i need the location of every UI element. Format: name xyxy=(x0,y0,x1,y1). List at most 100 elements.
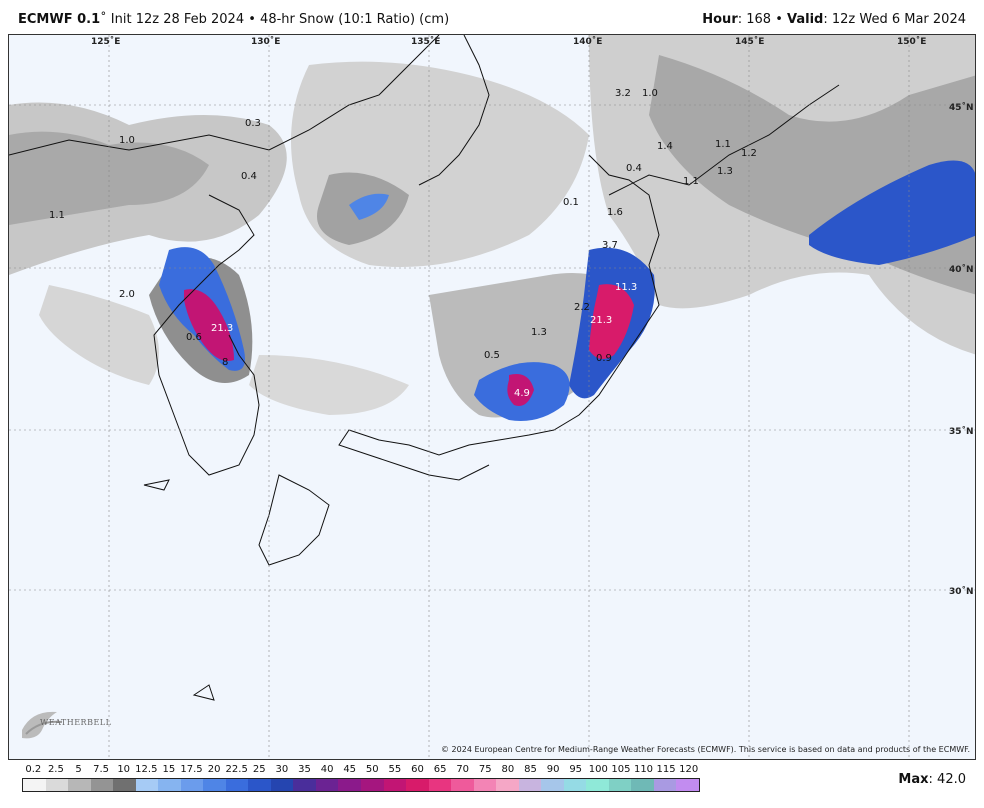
lon-label: 125˚E xyxy=(91,36,120,47)
value-label: 0.1 xyxy=(563,197,579,208)
legend-tick-label: 55 xyxy=(388,764,402,775)
legend-swatch xyxy=(113,779,136,791)
legend-swatch xyxy=(180,779,204,791)
max-value: Max: 42.0 xyxy=(898,772,966,787)
value-label: 0.5 xyxy=(484,350,500,361)
legend-tick-label: 85 xyxy=(524,764,537,775)
snow-map[interactable]: 125˚E 130˚E 135˚E 140˚E 145˚E 150˚E 45˚N… xyxy=(8,34,976,760)
legend-tick-label: 100 xyxy=(588,764,608,775)
legend-swatch xyxy=(23,779,46,791)
logo-swirl-icon xyxy=(22,711,63,739)
legend-swatch xyxy=(68,779,91,791)
value-label: 0.4 xyxy=(626,163,642,174)
legend-tick-label: 35 xyxy=(298,764,311,775)
legend-tick-label: 5 xyxy=(75,764,82,775)
legend-swatch xyxy=(45,779,69,791)
legend-tick-label: 25 xyxy=(252,764,266,775)
value-label: 8 xyxy=(222,357,228,368)
legend-swatch xyxy=(473,779,497,791)
legend-swatch xyxy=(541,779,564,791)
legend-tick-label: 50 xyxy=(365,764,379,775)
legend-swatch xyxy=(383,779,407,791)
max-label-text: Max xyxy=(898,772,929,787)
value-label: 0.6 xyxy=(186,332,202,343)
legend-swatch xyxy=(135,779,159,791)
legend-labels: 0.2 2.5 5 7.5 10 12.5 15 17.5 20 22.5 25 30 35 40 45 50… xyxy=(22,764,700,778)
legend-colorbar xyxy=(22,778,700,792)
legend-tick-label: 65 xyxy=(433,764,447,775)
legend-swatch xyxy=(451,779,474,791)
legend-tick-label: 22.5 xyxy=(225,764,248,775)
lon-label: 140˚E xyxy=(573,36,602,47)
coastlines xyxy=(9,35,840,701)
snow-heavy-fields xyxy=(159,160,975,421)
legend-swatch xyxy=(360,779,384,791)
legend-tick-label: 75 xyxy=(478,764,492,775)
value-label: 1.6 xyxy=(607,207,623,218)
lat-label: 40˚N xyxy=(949,264,974,275)
legend-swatch xyxy=(248,779,271,791)
legend-tick-label: 30 xyxy=(275,764,289,775)
product-name: 48-hr Snow (10:1 Ratio) (cm) xyxy=(260,12,450,27)
legend-tick-label: 90 xyxy=(546,764,560,775)
value-label: 21.3 xyxy=(590,315,612,326)
value-label: 4.9 xyxy=(514,388,530,399)
legend-swatch xyxy=(586,779,609,791)
value-label: 1.0 xyxy=(642,88,658,99)
legend-tick-label: 110 xyxy=(633,764,654,775)
legend-swatch xyxy=(90,779,114,791)
legend-tick-label: 17.5 xyxy=(180,764,203,775)
value-label: 11.3 xyxy=(615,282,637,293)
legend-swatch xyxy=(608,779,632,791)
init-time: Init 12z 28 Feb 2024 xyxy=(110,12,245,27)
legend-swatch xyxy=(496,779,519,791)
legend-swatch xyxy=(338,779,361,791)
legend-swatch xyxy=(270,779,294,791)
valid-label: Valid xyxy=(787,12,824,27)
lat-label: 30˚N xyxy=(949,586,974,597)
legend-tick-label: 40 xyxy=(320,764,334,775)
value-label: 1.1 xyxy=(715,139,731,150)
valid-value: 12z Wed 6 Mar 2024 xyxy=(831,12,966,27)
max-value-text: 42.0 xyxy=(937,772,966,787)
header: ECMWF 0.1˚ Init 12z 28 Feb 2024 • 48-hr … xyxy=(0,0,984,34)
logo-text: WEATHERBELL xyxy=(40,718,112,727)
value-label: 0.3 xyxy=(245,118,261,129)
legend-tick-label: 0.2 xyxy=(25,764,42,775)
legend-swatch xyxy=(406,779,429,791)
legend-swatch xyxy=(563,779,587,791)
value-label: 2.0 xyxy=(119,289,135,300)
legend-swatch xyxy=(225,779,249,791)
value-label: 1.4 xyxy=(657,141,673,152)
lon-label: 145˚E xyxy=(735,36,764,47)
legend-tick-label: 115 xyxy=(656,764,676,775)
value-label: 1.2 xyxy=(741,148,757,159)
legend-tick-label: 60 xyxy=(411,764,424,775)
legend-swatch xyxy=(676,779,699,791)
copyright: © 2024 European Centre for Medium-Range … xyxy=(441,745,970,754)
legend-tick-label: 2.5 xyxy=(47,764,64,775)
lon-label: 130˚E xyxy=(251,36,280,47)
legend-swatch xyxy=(203,779,226,791)
graticule xyxy=(9,35,975,759)
legend-swatch xyxy=(315,779,339,791)
value-label: 1.3 xyxy=(531,327,547,338)
lat-label: 35˚N xyxy=(949,426,974,437)
hour-label: Hour xyxy=(702,12,738,27)
lon-label: 135˚E xyxy=(411,36,440,47)
map-canvas: 125˚E 130˚E 135˚E 140˚E 145˚E 150˚E 45˚N… xyxy=(9,35,975,759)
legend-tick-label: 10 xyxy=(117,764,131,775)
hour-value: 168 xyxy=(746,12,772,27)
map-title: ECMWF 0.1˚ Init 12z 28 Feb 2024 • 48-hr … xyxy=(18,12,450,27)
legend-tick-label: 95 xyxy=(569,764,583,775)
legend-tick-label: 80 xyxy=(501,764,515,775)
weatherbell-logo: WEATHERBELL xyxy=(12,700,111,746)
value-label: 1.1 xyxy=(49,210,65,221)
legend-tick-label: 12.5 xyxy=(135,764,158,775)
value-label: 21.3 xyxy=(211,323,233,334)
value-label: 0.9 xyxy=(596,353,612,364)
value-label: 3.7 xyxy=(602,240,618,251)
legend-swatch xyxy=(653,779,677,791)
valid-time: Hour: 168 • Valid: 12z Wed 6 Mar 2024 xyxy=(702,12,966,27)
value-label: 1.3 xyxy=(717,166,733,177)
